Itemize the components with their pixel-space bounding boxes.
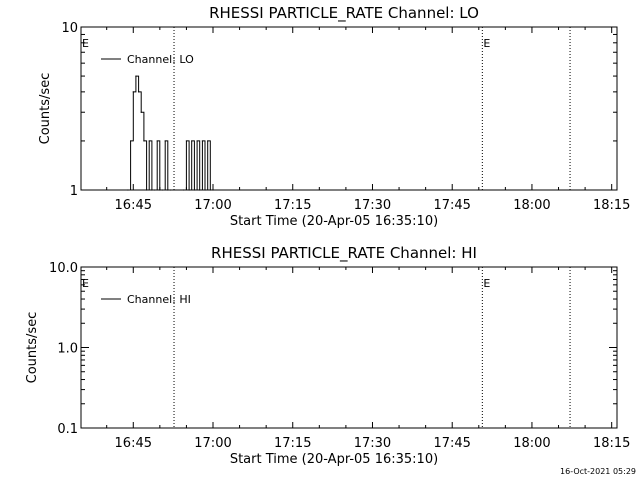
plot-frame xyxy=(80,266,618,429)
x-tick-label: 17:30 xyxy=(354,436,391,451)
y-tick-label: 1.0 xyxy=(57,342,78,357)
x-tick-label: 16:45 xyxy=(115,436,152,451)
x-tick-label: 17:15 xyxy=(274,198,311,213)
data-point xyxy=(148,140,150,142)
x-tick-label: 16:45 xyxy=(115,198,152,213)
panel-hi: RHESSI PARTICLE_RATE Channel: HI 16:45 17:… xyxy=(25,244,630,467)
data-point xyxy=(167,189,169,191)
x-tick-label: 17:15 xyxy=(274,436,311,451)
legend-entry: Channel: HI xyxy=(127,293,191,306)
data-point xyxy=(135,75,137,77)
x-axis-label: Start Time (20-Apr-05 16:35:10) xyxy=(230,214,438,229)
data-point xyxy=(161,189,164,191)
footer-timestamp: 16-Oct-2021 05:29 xyxy=(560,467,636,476)
x-tick-label: 17:45 xyxy=(433,436,470,451)
data-point xyxy=(130,140,132,142)
legend-entry: Channel: LO xyxy=(127,53,194,66)
data-point xyxy=(204,189,206,191)
data-point xyxy=(193,189,196,191)
data-point xyxy=(212,189,214,191)
data-point xyxy=(169,189,172,191)
x-tick-label: 18:15 xyxy=(593,198,630,213)
data-point xyxy=(185,140,188,142)
chart-title: RHESSI PARTICLE_RATE Channel: HI xyxy=(211,244,477,263)
data-series-line xyxy=(128,75,216,191)
data-point xyxy=(153,189,156,191)
plot-frame xyxy=(80,26,618,191)
x-axis-label: Start Time (20-Apr-05 16:35:10) xyxy=(230,452,438,467)
y-tick-label: 0.1 xyxy=(57,422,78,437)
panel-lo: RHESSI PARTICLE_RATE Channel: LO 16:45 17:… xyxy=(38,4,630,229)
data-point xyxy=(137,91,140,93)
data-point xyxy=(164,140,166,142)
x-tick-label: 17:45 xyxy=(433,198,470,213)
data-point xyxy=(188,189,190,191)
x-tick-label: 18:00 xyxy=(513,198,550,213)
data-point xyxy=(127,189,129,191)
y-tick-label: 10.0 xyxy=(49,261,78,276)
data-point xyxy=(132,91,134,93)
event-marker-label: E xyxy=(82,277,89,290)
data-point xyxy=(209,189,211,191)
data-point xyxy=(201,140,203,142)
data-point xyxy=(191,140,193,142)
x-tick-label: 18:15 xyxy=(593,436,630,451)
data-point xyxy=(151,189,153,191)
event-marker-label: E xyxy=(483,277,490,290)
x-tick-label: 18:00 xyxy=(513,436,550,451)
event-marker-label: E xyxy=(82,37,89,50)
chart-title: RHESSI PARTICLE_RATE Channel: LO xyxy=(209,4,479,23)
y-tick-label: 1 xyxy=(70,184,78,199)
event-marker-label: E xyxy=(483,37,490,50)
data-point xyxy=(145,189,148,191)
data-point xyxy=(183,189,185,191)
y-tick-label: 10 xyxy=(61,21,78,36)
x-tick-label: 17:30 xyxy=(354,198,391,213)
data-point xyxy=(199,189,201,191)
x-tick-label: 17:00 xyxy=(194,198,231,213)
data-point xyxy=(143,140,145,142)
data-point xyxy=(140,111,142,113)
data-point xyxy=(207,140,209,142)
data-point xyxy=(196,140,198,142)
y-axis-label: Counts/sec xyxy=(38,73,53,145)
data-point xyxy=(159,189,161,191)
x-tick-label: 17:00 xyxy=(194,436,231,451)
y-axis-label: Counts/sec xyxy=(25,312,40,384)
data-point xyxy=(156,140,158,142)
